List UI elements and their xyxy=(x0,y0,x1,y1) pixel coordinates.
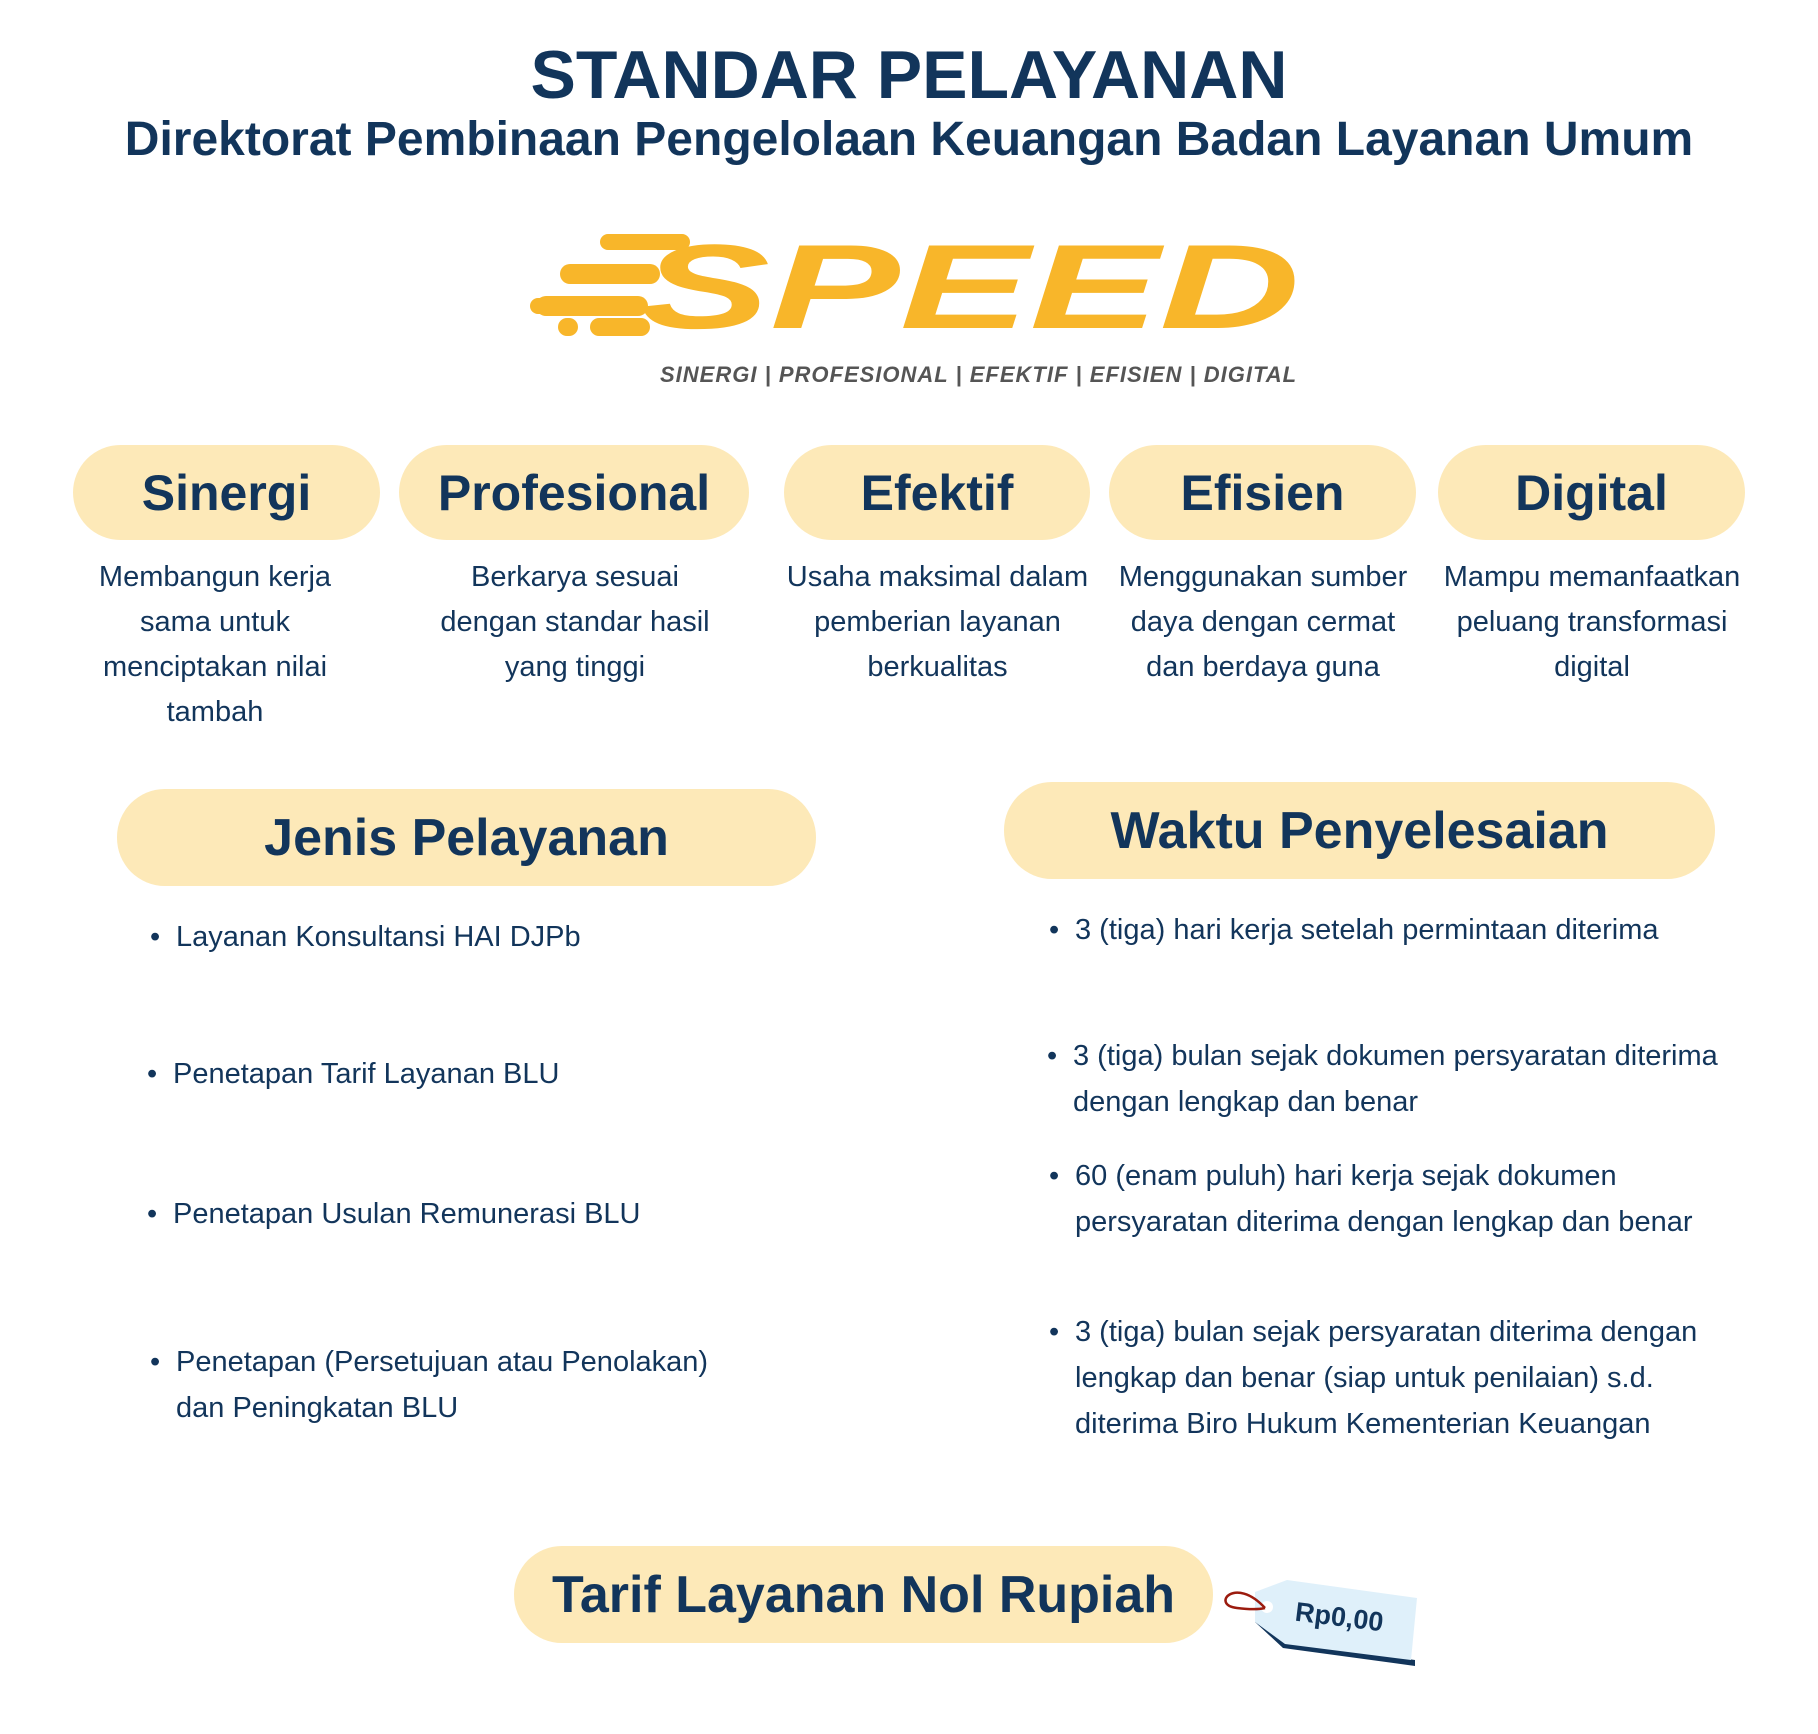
value-desc-digital: Mampu memanfaatkan peluang transformasi … xyxy=(1443,561,1741,683)
logo-wordmark: SPEED xyxy=(640,228,1300,353)
jenis-item: Penetapan Tarif Layanan BLU xyxy=(147,1051,793,1097)
page-title: STANDAR PELAYANAN xyxy=(530,37,1288,113)
value-pill-efisien: Efisien xyxy=(1109,445,1416,540)
waktu-item: 3 (tiga) bulan sejak persyaratan diterim… xyxy=(1049,1309,1735,1447)
price-tag: Rp0,00 xyxy=(1215,1580,1435,1680)
value-pill-digital: Digital xyxy=(1438,445,1745,540)
jenis-item: Penetapan (Persetujuan atau Penolakan) d… xyxy=(150,1339,736,1431)
waktu-item: 60 (enam puluh) hari kerja sejak dokumen… xyxy=(1049,1153,1715,1245)
tarif-heading: Tarif Layanan Nol Rupiah xyxy=(514,1546,1213,1643)
value-pill-efektif: Efektif xyxy=(784,445,1090,540)
value-pill-sinergi: Sinergi xyxy=(73,445,380,540)
page-subtitle: Direktorat Pembinaan Pengelolaan Keuanga… xyxy=(124,113,1694,166)
logo-tagline: SINERGI | PROFESIONAL | EFEKTIF | EFISIE… xyxy=(660,362,1298,387)
jenis-item: Layanan Konsultansi HAI DJPb xyxy=(150,914,796,960)
waktu-item: 3 (tiga) bulan sejak dokumen persyaratan… xyxy=(1047,1033,1733,1125)
value-desc-efisien: Menggunakan sumber daya dengan cermat da… xyxy=(1118,561,1408,683)
waktu-item: 3 (tiga) hari kerja setelah permintaan d… xyxy=(1049,907,1715,953)
value-desc-sinergi: Membangun kerja sama untuk menciptakan n… xyxy=(98,561,332,728)
value-desc-efektif: Usaha maksimal dalam pemberian layanan b… xyxy=(786,561,1089,683)
speed-logo: SPEED SINERGI | PROFESIONAL | EFEKTIF | … xyxy=(530,228,1310,398)
waktu-penyelesaian-heading: Waktu Penyelesaian xyxy=(1004,782,1715,879)
jenis-item: Penetapan Usulan Remunerasi BLU xyxy=(147,1191,793,1237)
value-desc-profesional: Berkarya sesuai dengan standar hasil yan… xyxy=(440,561,710,683)
price-tag-icon xyxy=(1224,1580,1417,1666)
jenis-pelayanan-heading: Jenis Pelayanan xyxy=(117,789,816,886)
value-pill-profesional: Profesional xyxy=(399,445,749,540)
